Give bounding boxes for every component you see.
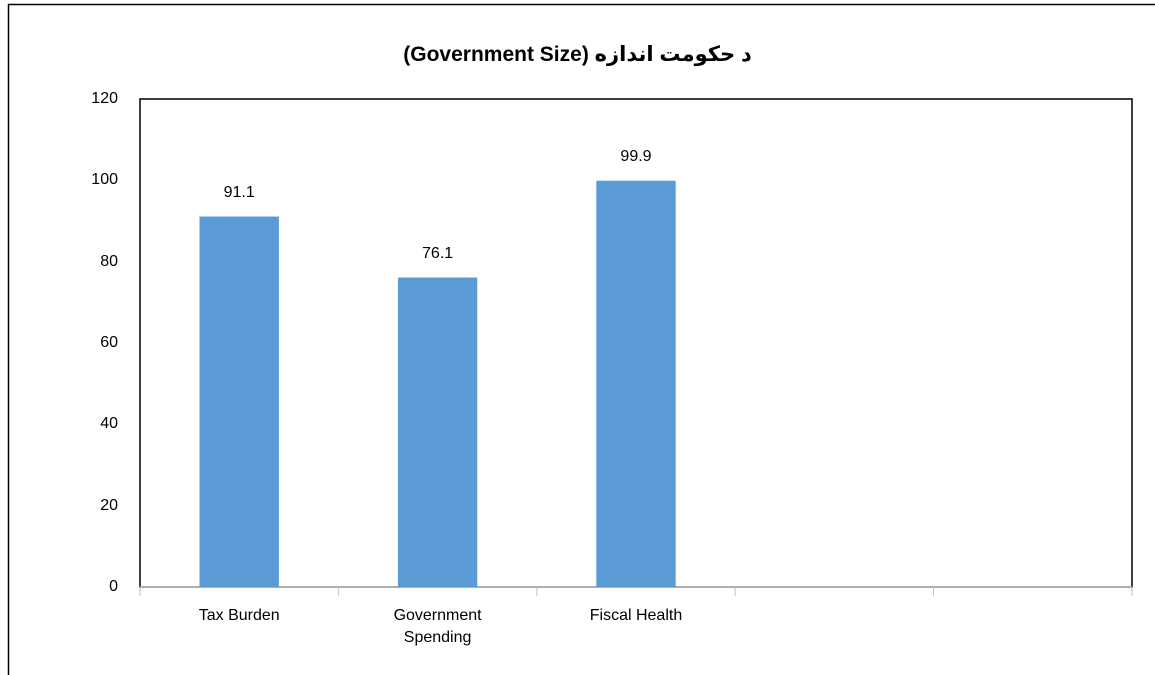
data-label: 76.1 [422,244,454,262]
x-tick-label: Government Spending [393,607,482,646]
x-tick-label: Tax Burden [198,607,280,624]
y-tick-label: 0 [109,578,118,595]
outer-frame [7,3,1155,675]
x-tick-label: Fiscal Health [589,607,683,624]
bar [397,277,478,587]
y-tick-label: 100 [91,171,118,189]
chart-title: د حکومت اندازه (Government Size) [403,43,752,66]
y-tick-label: 20 [100,496,118,514]
y-tick-label: 80 [100,252,118,270]
data-label: 99.9 [620,147,652,165]
y-tick-label: 60 [100,334,118,351]
bar [596,180,676,588]
y-tick-label: 120 [91,90,118,107]
y-tick-label: 40 [100,415,118,433]
data-label: 91.1 [223,183,255,201]
bar [199,216,279,587]
